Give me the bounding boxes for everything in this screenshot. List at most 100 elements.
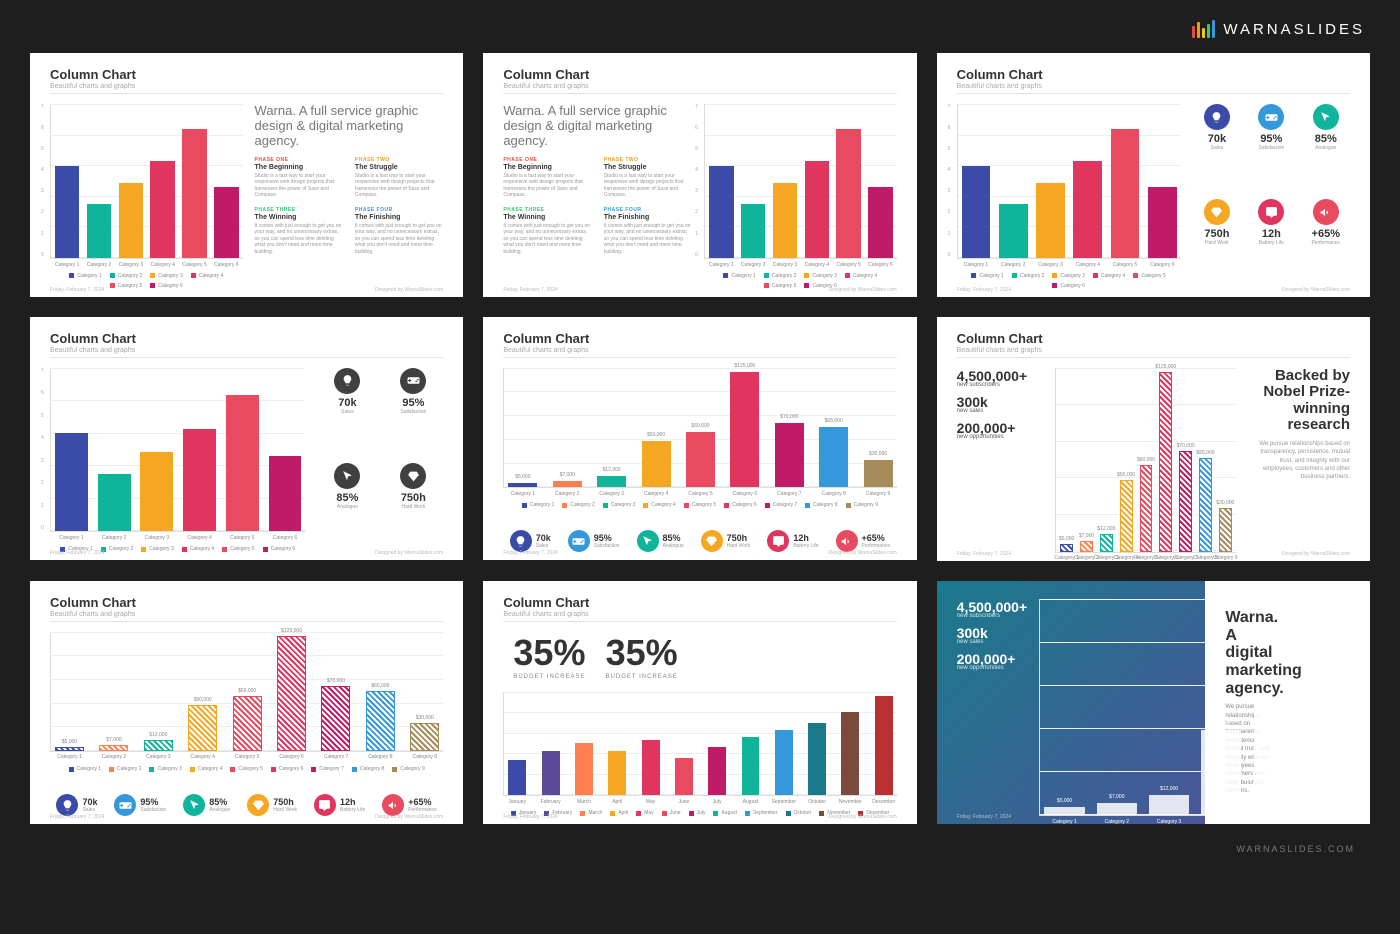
- chart-bar: November: [841, 712, 859, 795]
- phase-block: PHASE THREE The Winning It comes with ju…: [503, 207, 591, 256]
- chart-bar: Category 1$5,000: [1044, 807, 1084, 816]
- bulb-icon: [510, 530, 532, 552]
- chart-bar: Category 3: [140, 452, 173, 532]
- big-stat: 300knew sales: [957, 394, 1044, 414]
- slide-subtitle: Beautiful charts and graphs: [50, 611, 443, 618]
- brand-header: WARNASLIDES: [15, 20, 1385, 38]
- diamond-icon: [701, 530, 723, 552]
- mega-icon: [382, 794, 404, 816]
- chart-bar: September: [775, 730, 793, 795]
- slide-title: Column Chart: [50, 595, 443, 610]
- brand-logo-bars: [1192, 20, 1215, 38]
- chart-bar: Category 5$60,000: [1140, 465, 1153, 551]
- chart-bar: Category 5: [182, 129, 206, 257]
- column-chart: 76543210Category 1Category 2Category 3Ca…: [957, 104, 1181, 289]
- bulb-icon: [56, 794, 78, 816]
- stat-item: 95%Satisfaction: [114, 794, 166, 816]
- chart-bar: Category 9$30,000: [864, 460, 893, 488]
- chart-bar: Category 9$30,000: [410, 723, 439, 751]
- stat-item: 85%Analogue: [1302, 104, 1350, 193]
- slide-title: Column Chart: [50, 67, 443, 82]
- cursor-icon: [1313, 104, 1339, 130]
- phase-grid: PHASE ONE The Beginning Studio is a fast…: [255, 157, 444, 256]
- backed-headline: Backed by Nobel Prize-winning research: [1248, 368, 1350, 434]
- chart-bar: Category 2$7,000: [99, 745, 128, 751]
- slide: Column Chart Beautiful charts and graphs…: [483, 317, 916, 561]
- column-chart: JanuaryFebruaryMarchAprilMayJuneJulyAugu…: [503, 692, 896, 817]
- stat-item: 70kSales: [56, 794, 97, 816]
- diamond-icon: [1204, 199, 1230, 225]
- slide-footer: Friday, February 7, 2024Designed by Warn…: [503, 287, 896, 293]
- stat-item: 70kSales: [1193, 104, 1241, 193]
- slide-content: Warna. A full service graphic design & d…: [503, 104, 896, 289]
- stat-item: 85%Analogue: [183, 794, 230, 816]
- big-stat: 200,000+new opportunities: [957, 420, 1044, 440]
- chart-bar: Category 5: [226, 395, 259, 532]
- chart-bar: Category 4$50,000: [642, 441, 671, 487]
- stat-item: 12hBattery Life: [767, 530, 818, 552]
- chat-icon: [1258, 199, 1284, 225]
- chart-bar: Category 3: [773, 183, 797, 258]
- chart-bar: Category 1: [55, 166, 79, 258]
- slide-content: Category 1$5,000Category 2$7,000Category…: [503, 368, 896, 553]
- diamond-icon: [400, 463, 426, 489]
- chart-bar: Category 6$125,000: [1306, 603, 1346, 816]
- phase-block: PHASE TWO The Struggle Studio is a fast …: [355, 157, 443, 199]
- stats-row: 70kSales 95%Satisfaction 85%Analogue 750…: [503, 530, 896, 552]
- slide: Column Chart Beautiful charts and graphs…: [483, 53, 916, 297]
- slide-title: Column Chart: [503, 67, 896, 82]
- stat-item: 750hHard Work: [247, 794, 297, 816]
- chart-bar: Category 5: [836, 129, 860, 257]
- slide-title: Column Chart: [957, 331, 1350, 346]
- chart-bar: December: [875, 696, 893, 796]
- chart-bar: Category 6: [1148, 187, 1177, 258]
- chart-bar: Category 5$60,000: [233, 696, 262, 752]
- stats-row: 70kSales 95%Satisfaction 85%Analogue 750…: [50, 794, 443, 816]
- slide-title: Column Chart: [503, 595, 896, 610]
- stat-item: 750hHard Work: [1193, 199, 1241, 288]
- slide-footer: Friday, February 7, 2024Designed by Warn…: [503, 814, 896, 820]
- chart-bar: Category 4: [1073, 161, 1102, 257]
- cursor-icon: [637, 530, 659, 552]
- gamepad-icon: [400, 368, 426, 394]
- phase-grid: PHASE ONE The Beginning Studio is a fast…: [503, 157, 692, 256]
- chart-legend: Category 1Category 2Category 3Category 4…: [50, 766, 443, 772]
- phase-block: PHASE FOUR The Finishing It comes with j…: [355, 207, 443, 256]
- slide-footer: Friday, February 7, 2024Designed by Warn…: [50, 287, 443, 293]
- phase-block: PHASE ONE The Beginning Studio is a fast…: [503, 157, 591, 199]
- chart-bar: Category 4: [150, 161, 174, 257]
- budget-pct: 35%BUDGET INCREASE: [513, 632, 585, 680]
- chart-bar: Category 4: [183, 429, 216, 532]
- slide-subtitle: Beautiful charts and graphs: [503, 83, 896, 90]
- chart-bar: Category 8$65,000: [819, 427, 848, 487]
- chart-bar: Category 2: [741, 204, 765, 257]
- phase-block: PHASE ONE The Beginning Studio is a fast…: [255, 157, 343, 199]
- phase-block: PHASE TWO The Struggle Studio is a fast …: [604, 157, 692, 199]
- big-stat: 200,000+new opportunities: [957, 651, 1028, 671]
- phase-block: PHASE THREE The Winning It comes with ju…: [255, 207, 343, 256]
- chart-bar: Category 5$60,000: [686, 432, 715, 488]
- bulb-icon: [1204, 104, 1230, 130]
- slide-subtitle: Beautiful charts and graphs: [957, 347, 1350, 354]
- chart-bar: Category 4: [805, 161, 829, 257]
- headline: Warna. A full service graphic design & d…: [255, 104, 444, 149]
- column-chart: 76543210Category 1Category 2Category 3Ca…: [50, 368, 305, 553]
- chart-bar: Category 7$70,000: [321, 686, 350, 751]
- chart-bar: Category 6: [868, 187, 892, 258]
- cursor-icon: [334, 463, 360, 489]
- slide-grid: Column Chart Beautiful charts and graphs…: [30, 53, 1370, 824]
- stat-item: +65%Performance: [1302, 199, 1350, 288]
- slide: Column Chart Beautiful charts and graphs…: [483, 581, 916, 825]
- slide-subtitle: Beautiful charts and graphs: [50, 347, 443, 354]
- chart-bar: Category 6$125,000: [730, 372, 759, 488]
- chart-bar: Category 3$12,000: [597, 476, 626, 487]
- slide-content: 4,500,000+new subscribers300knew sales20…: [957, 368, 1350, 553]
- stat-item: 85%Analogue: [317, 463, 377, 552]
- stat-item: 95%Satisfaction: [383, 368, 443, 457]
- column-chart: Category 1$5,000Category 2$7,000Category…: [1055, 368, 1236, 553]
- stat-item: 95%Satisfaction: [568, 530, 620, 552]
- slide-footer: Friday, February 7, 2024Designed by Warn…: [50, 550, 443, 556]
- chart-bar: Category 8$65,000: [1199, 458, 1212, 551]
- slide: Column Chart Beautiful charts and graphs…: [937, 317, 1370, 561]
- chart-bar: Category 1: [962, 166, 991, 258]
